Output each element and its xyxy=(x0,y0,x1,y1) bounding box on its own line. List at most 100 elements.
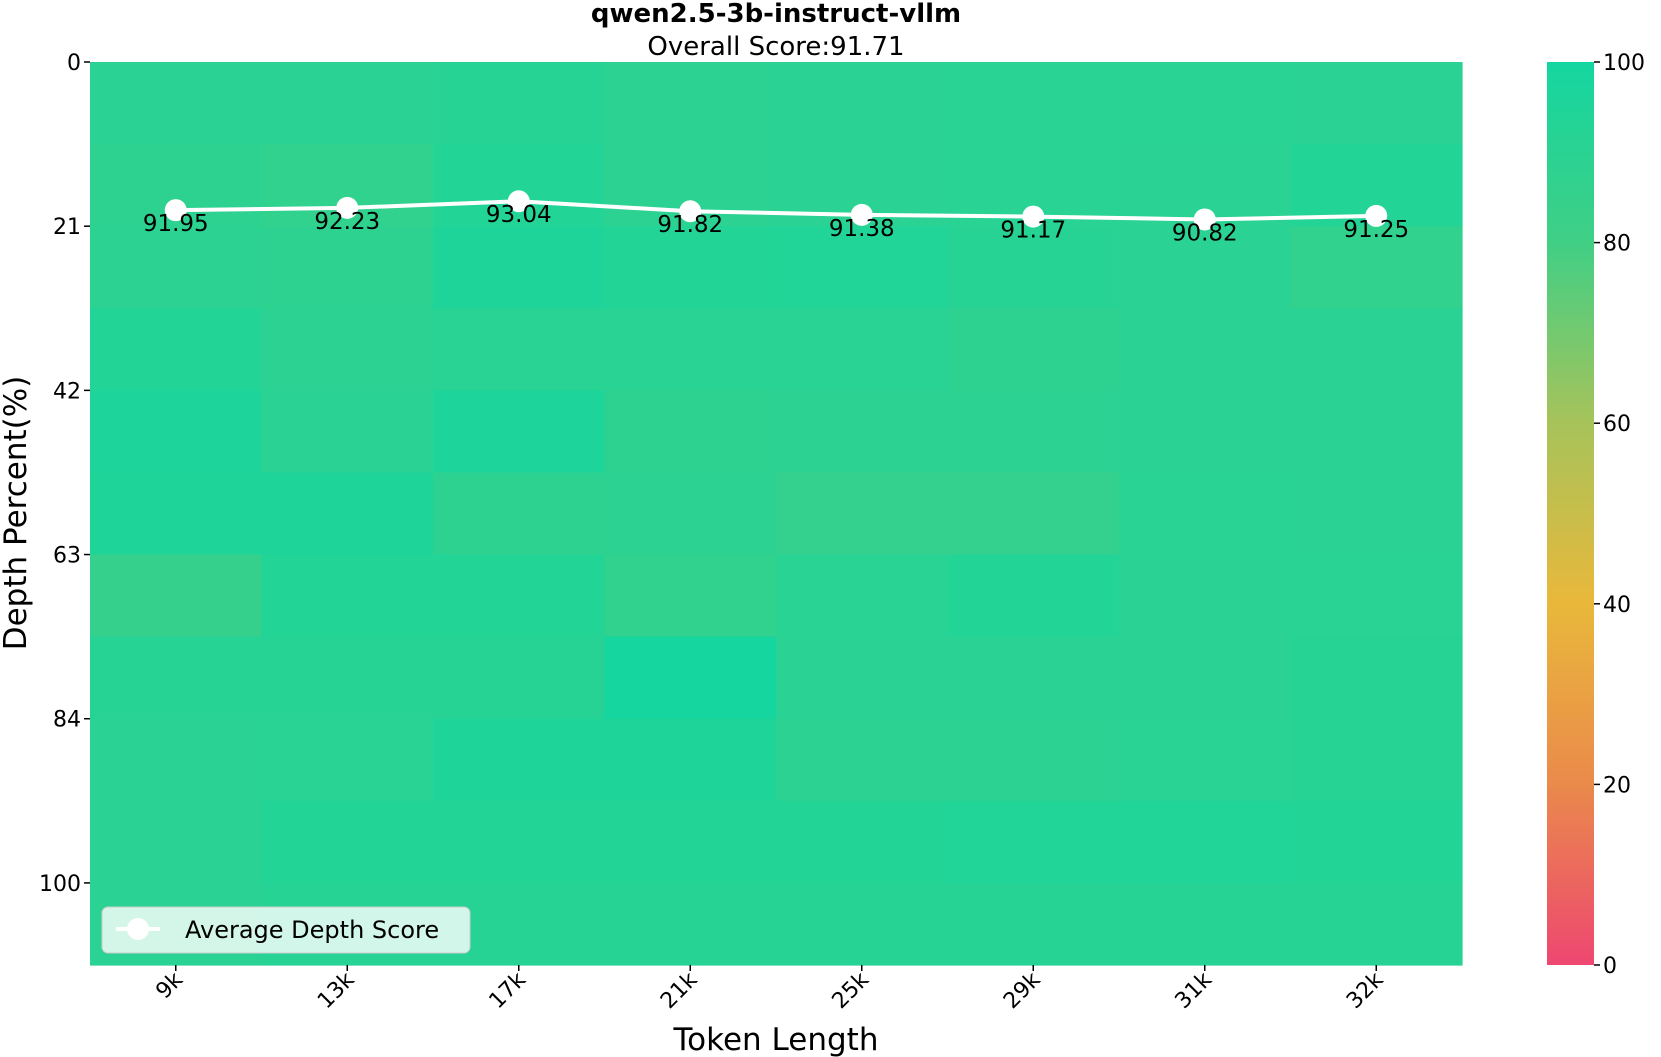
heatmap-cell xyxy=(261,226,434,309)
chart-subtitle: Overall Score:91.71 xyxy=(647,32,904,62)
heatmap-cell xyxy=(604,554,777,638)
heatmap-cell xyxy=(261,800,434,884)
x-tick-label: 25k xyxy=(828,967,875,1014)
data-label: 91.82 xyxy=(657,212,723,238)
data-label: 90.82 xyxy=(1172,220,1238,246)
heatmap-cell xyxy=(776,472,949,556)
heatmap-cell xyxy=(776,62,949,145)
heatmap-cell xyxy=(604,882,777,966)
heatmap-cell xyxy=(261,62,434,145)
x-tick-label: 29k xyxy=(999,967,1046,1014)
heatmap-cell xyxy=(90,718,263,802)
y-tick-label: 0 xyxy=(67,51,81,76)
heatmap-cell xyxy=(261,472,434,556)
legend-marker-swatch xyxy=(127,918,149,940)
heatmap-cell xyxy=(776,226,949,309)
heatmap-cell xyxy=(1290,308,1463,391)
heatmap-cell xyxy=(604,226,777,309)
colorbar-tick-label: 80 xyxy=(1603,232,1631,257)
heatmap-cell xyxy=(433,636,606,720)
y-axis-label: Depth Percent(%) xyxy=(0,376,34,651)
heatmap-cell xyxy=(947,62,1120,145)
heatmap-cell xyxy=(261,636,434,720)
heatmap-cell xyxy=(1119,882,1292,966)
heatmap-cell xyxy=(1119,390,1292,474)
heatmap-cell xyxy=(604,390,777,474)
heatmap-cell xyxy=(604,718,777,802)
series-point xyxy=(336,196,359,219)
heatmap-cell xyxy=(433,390,606,474)
heatmap-cell xyxy=(1290,554,1463,638)
x-tick-label: 17k xyxy=(485,967,532,1014)
x-tick-label: 31k xyxy=(1171,967,1218,1014)
series-point xyxy=(1022,205,1045,228)
heatmap-cell xyxy=(1119,554,1292,638)
y-tick-label: 42 xyxy=(53,379,81,404)
colorbar-tick-label: 40 xyxy=(1603,593,1631,618)
heatmap-cell xyxy=(1290,390,1463,474)
x-tick-label: 32k xyxy=(1342,967,1389,1014)
heatmap-cell xyxy=(1290,800,1463,884)
heatmap-cell xyxy=(90,472,263,556)
heatmap-cell xyxy=(261,554,434,638)
data-label: 91.25 xyxy=(1343,217,1409,243)
heatmap-cell xyxy=(604,472,777,556)
y-tick-label: 63 xyxy=(53,544,81,569)
heatmap-cell xyxy=(1290,718,1463,802)
heatmap-cells xyxy=(90,62,1463,966)
heatmap-cell xyxy=(947,390,1120,474)
colorbar-tick-label: 20 xyxy=(1603,773,1631,798)
x-tick-label: 21k xyxy=(656,967,703,1014)
heatmap-cell xyxy=(433,144,606,227)
heatmap-cell xyxy=(776,718,949,802)
x-axis-label: Token Length xyxy=(673,1022,879,1057)
heatmap-cell xyxy=(90,800,263,884)
heatmap-cell xyxy=(261,718,434,802)
heatmap-cell xyxy=(947,308,1120,391)
heatmap-cell xyxy=(1119,718,1292,802)
heatmap-cell xyxy=(947,636,1120,720)
heatmap-cell xyxy=(947,226,1120,309)
heatmap-cell xyxy=(261,390,434,474)
heatmap-cell xyxy=(1290,62,1463,145)
y-tick-label: 21 xyxy=(53,215,81,240)
heatmap-cell xyxy=(776,390,949,474)
heatmap-cell xyxy=(1290,882,1463,966)
heatmap-cell xyxy=(947,800,1120,884)
data-label: 91.17 xyxy=(1000,218,1066,244)
heatmap-cell xyxy=(90,390,263,474)
heatmap-cell xyxy=(604,636,777,720)
y-axis-ticks: 0 21 42 63 84 100 xyxy=(39,51,90,897)
heatmap-cell xyxy=(604,800,777,884)
heatmap-cell xyxy=(90,62,263,145)
x-tick-label: 9k xyxy=(151,967,188,1004)
heatmap-cell xyxy=(1290,226,1463,309)
series-point xyxy=(164,199,187,222)
series-point xyxy=(679,200,702,223)
data-label: 91.95 xyxy=(143,211,209,237)
data-label: 93.04 xyxy=(486,202,552,228)
series-point xyxy=(850,203,873,226)
heatmap-cell xyxy=(947,718,1120,802)
heatmap-cell xyxy=(1290,636,1463,720)
heatmap-cell xyxy=(1119,308,1292,391)
series-point xyxy=(1365,204,1388,227)
heatmap-cell xyxy=(776,308,949,391)
heatmap-cell xyxy=(1119,472,1292,556)
y-tick-label: 100 xyxy=(39,872,81,897)
data-label: 91.38 xyxy=(829,216,895,242)
series-point xyxy=(507,190,530,213)
heatmap-cell xyxy=(433,62,606,145)
legend-box xyxy=(101,906,471,954)
heatmap-cell xyxy=(433,554,606,638)
heatmap-cell xyxy=(776,882,949,966)
heatmap-cell xyxy=(1119,800,1292,884)
heatmap-cell xyxy=(90,554,263,638)
colorbar-tick-label: 60 xyxy=(1603,412,1631,437)
heatmap-cell xyxy=(1119,62,1292,145)
heatmap-cell xyxy=(1119,636,1292,720)
heatmap-cell xyxy=(1290,472,1463,556)
heatmap-cell xyxy=(433,800,606,884)
heatmap-cell xyxy=(947,554,1120,638)
